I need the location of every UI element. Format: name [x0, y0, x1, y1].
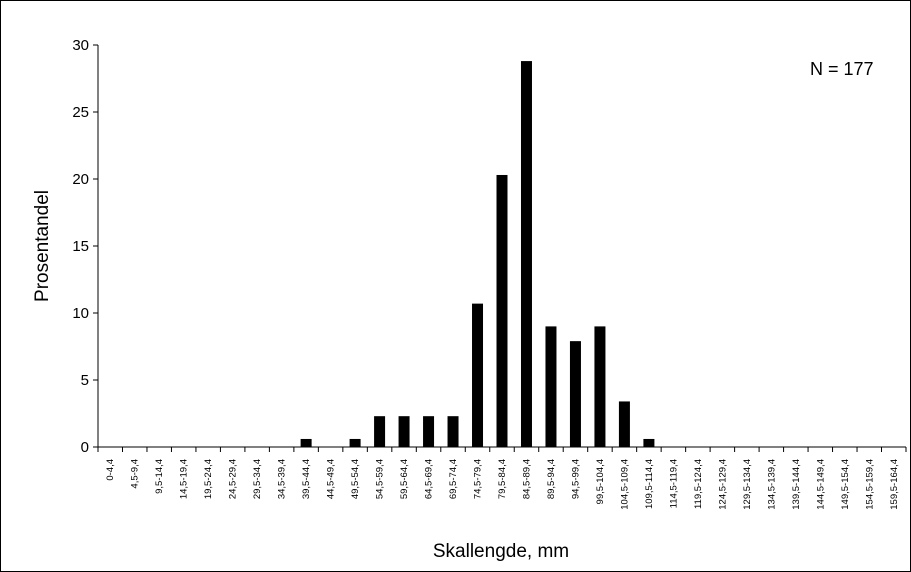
x-tick-label: 149,5-154,4: [840, 459, 851, 510]
x-tick-label: 19,5-24,4: [203, 459, 214, 499]
y-tick-label: 15: [72, 238, 89, 255]
x-tick-label: 104,5-109,4: [619, 459, 630, 510]
x-tick-label: 99,5-104,4: [595, 459, 606, 504]
bar-12: [398, 416, 410, 447]
x-tick-label: 139,5-144,4: [791, 459, 802, 510]
x-tick-label: 154,5-159,4: [864, 459, 875, 510]
x-tick-label: 24,5-29,4: [228, 459, 239, 499]
y-axis-title: Prosentandel: [32, 190, 53, 302]
y-tick-label: 0: [81, 439, 89, 456]
x-tick-label: 89,5-94,4: [546, 459, 557, 499]
bar-16: [496, 174, 508, 448]
x-tick-label: 9,5-14,4: [154, 459, 165, 494]
x-tick-label: 119,5-124,4: [693, 459, 704, 509]
bars-group: [300, 61, 655, 448]
sample-size-annotation: N = 177: [810, 59, 874, 79]
x-tick-label: 44,5-49,4: [326, 459, 337, 499]
y-tick-label: 25: [72, 104, 89, 121]
y-ticks-group: 0 5 10 15 20 25 30: [72, 37, 98, 456]
x-ticks-group: 0-4,4 4,5-9,4 9,5-14,4 14,5-19,4 19,5-24,4 24…: [97, 447, 907, 510]
y-tick-label: 5: [81, 372, 89, 389]
bar-14: [447, 416, 459, 447]
x-tick-label: 69,5-74,4: [448, 459, 459, 499]
x-tick-label: 54,5-59,4: [375, 459, 386, 499]
x-tick-label: 159,5-164,4: [889, 459, 900, 510]
x-tick-label: 64,5-69,4: [424, 459, 435, 499]
x-tick-label: 94,5-99,4: [570, 459, 581, 499]
x-tick-label: 74,5-79,4: [473, 459, 484, 499]
x-tick-label: 84,5-89,4: [521, 459, 532, 499]
y-tick-label: 10: [72, 305, 89, 322]
bar-22: [643, 438, 655, 447]
x-tick-label: 109,5-114,4: [644, 459, 655, 509]
x-axis-title: Skallengde, mm: [433, 541, 569, 562]
bar-20: [594, 326, 606, 447]
bar-21: [618, 401, 630, 447]
x-tick-label: 144,5-149,4: [815, 459, 826, 510]
x-tick-label: 59,5-64,4: [399, 459, 410, 499]
bar-15: [472, 303, 484, 447]
bar-19: [569, 341, 581, 447]
bar-18: [545, 326, 557, 447]
x-tick-label: 34,5-39,4: [277, 459, 288, 499]
bar-13: [423, 416, 435, 447]
x-tick-label: 29,5-34,4: [252, 459, 263, 499]
x-tick-label: 39,5-44,4: [301, 459, 312, 499]
x-tick-label: 79,5-84,4: [497, 459, 508, 499]
bar-11: [374, 416, 386, 447]
x-tick-label: 49,5-54,4: [350, 459, 361, 499]
y-tick-label: 30: [72, 37, 89, 54]
x-tick-label: 129,5-134,4: [742, 459, 753, 510]
bar-17: [520, 61, 532, 447]
x-tick-label: 14,5-19,4: [179, 459, 190, 499]
y-tick-label: 20: [72, 171, 89, 188]
x-tick-label: 134,5-139,4: [766, 459, 777, 510]
bar-10: [349, 438, 361, 447]
x-tick-label: 124,5-129,4: [717, 459, 728, 510]
bar-8: [300, 438, 312, 447]
x-tick-label: 0-4,4: [105, 459, 116, 481]
x-tick-label: 4,5-9,4: [130, 459, 141, 489]
x-tick-label: 114,5-119,4: [668, 459, 679, 508]
